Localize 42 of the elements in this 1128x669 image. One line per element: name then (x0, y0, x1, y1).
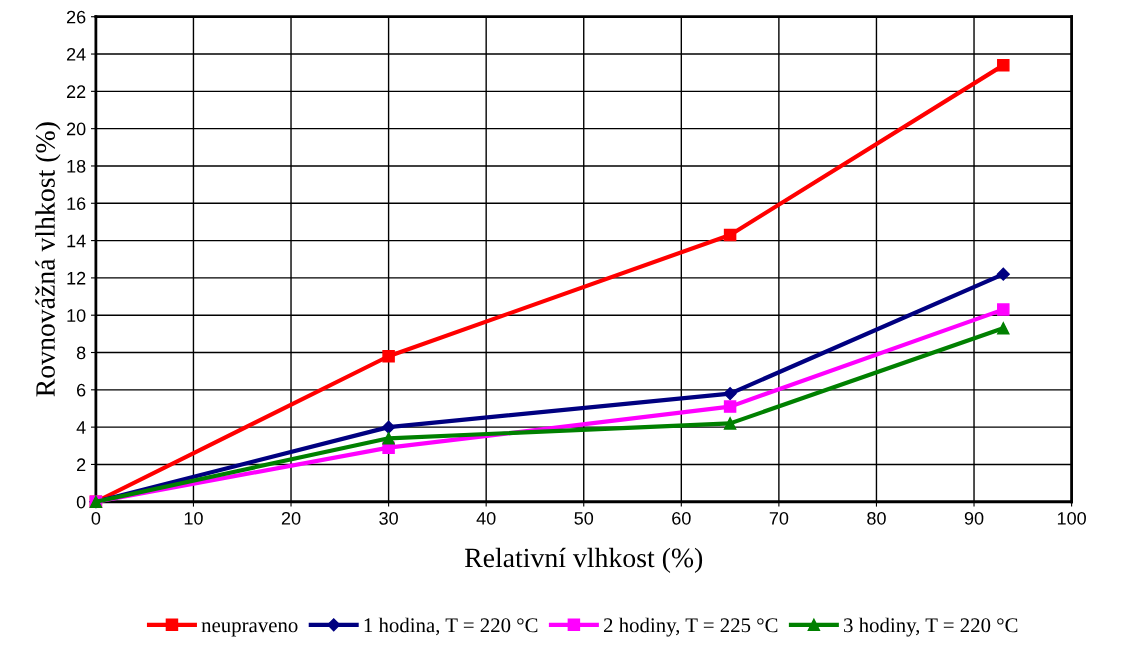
legend-label: 2 hodiny, T = 225 °C (603, 617, 778, 637)
y-tick-label: 4 (76, 421, 86, 434)
y-tick-label: 2 (77, 458, 86, 471)
x-tick-label: 40 (476, 511, 496, 525)
x-tick-label: 50 (574, 511, 594, 525)
legend-label: neupraveno (201, 622, 298, 637)
y-tick-label: 20 (66, 122, 86, 136)
point (723, 228, 737, 242)
y-tick-label: 6 (77, 383, 86, 397)
point (723, 386, 737, 401)
point (723, 400, 737, 413)
y-tick-label: 22 (66, 85, 86, 98)
y-tick-label: 16 (67, 197, 86, 210)
x-tick-label: 80 (867, 511, 886, 525)
y-tick-label: 8 (76, 346, 86, 360)
point (997, 322, 1010, 335)
x-tick-label: 100 (1057, 511, 1086, 525)
y-tick-label: 26 (66, 10, 86, 24)
point (996, 267, 1010, 281)
point (997, 303, 1010, 316)
legend-label: 3 hodiny, T = 220 °C (844, 617, 1018, 637)
point (997, 58, 1010, 72)
x-tick-label: 0 (91, 511, 101, 525)
x-axis-title: Relativní vlhkost (%) (464, 547, 703, 573)
y-tick-label: 14 (67, 234, 86, 248)
x-tick-label: 90 (964, 511, 984, 525)
x-tick-label: 20 (281, 511, 301, 525)
y-axis-title: Rovnovážná vlhkost (%) (35, 122, 61, 397)
x-tick-label: 30 (379, 511, 398, 525)
point (382, 349, 395, 363)
y-tick-label: 12 (67, 271, 86, 285)
legend-label: 1 hodina, T = 220 °C (364, 617, 538, 636)
point (723, 417, 737, 430)
x-tick-label: 60 (672, 511, 691, 525)
y-tick-label: 18 (67, 159, 86, 173)
point (382, 432, 395, 445)
x-tick-label: 10 (184, 511, 203, 525)
y-tick-label: 24 (66, 47, 86, 61)
y-tick-label: 0 (76, 495, 86, 509)
y-tick-label: 10 (67, 309, 86, 322)
point (382, 420, 396, 434)
x-tick-label: 70 (769, 511, 789, 525)
